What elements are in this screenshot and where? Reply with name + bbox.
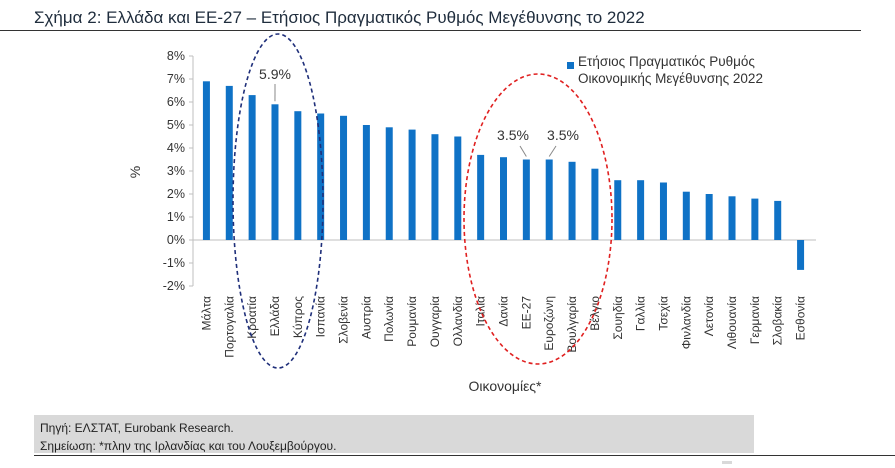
annotation-leader xyxy=(519,145,527,157)
x-tick-label: Λιθουανία xyxy=(725,296,739,349)
x-tick-label: Ρουμανία xyxy=(405,296,419,347)
bar xyxy=(659,182,667,240)
x-tick-label: Βέλγιο xyxy=(588,296,602,331)
bar xyxy=(728,196,736,240)
annotation-label: 3.5% xyxy=(497,127,529,143)
bar xyxy=(248,95,256,240)
x-tick-label: Κροατία xyxy=(245,296,259,339)
legend: Ετήσιος Πραγματικός Ρυθμός Οικονομικής Μ… xyxy=(578,53,763,87)
x-tick-label: Τσεχία xyxy=(656,296,670,331)
y-tick-label: 3% xyxy=(167,164,185,178)
annotation-leader xyxy=(548,145,557,157)
y-axis-label: % xyxy=(127,166,143,178)
x-tick-label: Ουγγαρία xyxy=(428,296,442,347)
x-tick-label: Δανία xyxy=(497,296,511,327)
y-tick-label: -1% xyxy=(163,256,185,270)
x-tick-label: ΕΕ-27 xyxy=(519,296,533,330)
bar xyxy=(637,180,645,240)
figure-title: Σχήμα 2: Ελλάδα και ΕΕ-27 – Ετήσιος Πραγ… xyxy=(34,8,645,27)
x-tick-label: Γερμανία xyxy=(748,296,762,344)
bar xyxy=(362,125,370,240)
bar xyxy=(271,104,279,240)
y-axis: -2% -1% 0% 1% 2% 3% 4% 5% 6% 7% 8% xyxy=(163,49,816,293)
euro-highlight-ellipse xyxy=(463,73,613,365)
x-tick-label: Αυστρία xyxy=(359,296,373,339)
footer-rule xyxy=(34,455,895,456)
source-note: Πηγή: ΕΛΣΤΑΤ, Eurobank Research. xyxy=(40,421,234,435)
x-tick-label: Πολωνία xyxy=(382,296,396,342)
y-tick-label: 0% xyxy=(167,233,185,247)
bar xyxy=(385,127,393,240)
bar xyxy=(705,194,713,240)
y-tick-label: 6% xyxy=(167,95,185,109)
y-tick-label: 2% xyxy=(167,187,185,201)
x-tick-label: Ισπανία xyxy=(314,296,328,337)
bar xyxy=(774,200,782,240)
bar xyxy=(568,161,576,240)
legend-line-2: Οικονομικής Μεγέθυνσης 2022 xyxy=(578,71,763,86)
legend-line-1: Ετήσιος Πραγματικός Ρυθμός xyxy=(578,54,755,69)
figure-header: Σχήμα 2: Ελλάδα και ΕΕ-27 – Ετήσιος Πραγ… xyxy=(34,0,895,30)
figure-footer: Πηγή: ΕΛΣΤΑΤ, Eurobank Research. Σημείωσ… xyxy=(34,415,754,453)
x-tick-label: Βουλγαρία xyxy=(565,296,579,353)
x-tick-label: Ευροζώνη xyxy=(542,296,556,351)
annotation-label: 5.9% xyxy=(259,66,291,82)
y-tick-label: 1% xyxy=(167,210,185,224)
bar xyxy=(545,159,553,240)
x-tick-label: Σλοβενία xyxy=(337,296,351,344)
header-rule xyxy=(0,30,861,31)
y-tick-label: -2% xyxy=(163,279,185,293)
bar xyxy=(614,180,622,240)
bar xyxy=(317,113,325,240)
x-tick-label: Εσθονία xyxy=(794,296,808,340)
bar xyxy=(477,154,485,240)
bars-group xyxy=(202,81,805,270)
bar xyxy=(225,85,233,241)
x-tick-label: Πορτογαλία xyxy=(222,296,236,358)
y-tick-label: 5% xyxy=(167,118,185,132)
bar xyxy=(340,115,348,240)
x-tick-label: Φινλανδία xyxy=(679,296,693,349)
x-tick-label: Γαλλία xyxy=(634,296,648,331)
greece-highlight-ellipse xyxy=(232,33,324,369)
bar xyxy=(591,168,599,240)
bar xyxy=(500,157,507,240)
x-axis-label: Οικονομίες* xyxy=(468,378,542,394)
footer-decoration xyxy=(722,461,732,464)
bar xyxy=(294,111,302,240)
bar xyxy=(431,134,439,240)
chart-panel xyxy=(34,30,827,415)
x-tick-labels: Μάλτα Πορτογαλία Κροατία Ελλάδα Κύπρος Ισπανί… xyxy=(199,296,807,358)
y-tick-label: 8% xyxy=(167,49,185,63)
annotation-label: 3.5% xyxy=(547,127,579,143)
y-tick-label: 4% xyxy=(167,141,185,155)
bar xyxy=(751,198,759,240)
bar xyxy=(522,159,530,240)
footnote: Σημείωση: *πλην της Ιρλανδίας και του Λο… xyxy=(40,439,337,453)
x-tick-label: Σουηδία xyxy=(611,296,625,340)
x-tick-label: Ολλανδία xyxy=(451,296,465,346)
annotations-group: 5.9% 3.5% 3.5% xyxy=(259,66,579,157)
x-tick-label: Σλοβακία xyxy=(771,296,785,345)
x-tick-label: Μάλτα xyxy=(199,296,213,331)
x-tick-label: Λετονία xyxy=(702,296,716,336)
x-tick-label: Ελλάδα xyxy=(268,296,282,336)
bar xyxy=(202,81,210,240)
legend-swatch xyxy=(567,62,574,69)
bar xyxy=(682,191,690,240)
x-tick-label: Κύπρος xyxy=(291,296,305,338)
bar xyxy=(797,240,805,270)
bar xyxy=(454,136,462,240)
bar xyxy=(408,129,416,240)
y-tick-label: 7% xyxy=(167,72,185,86)
